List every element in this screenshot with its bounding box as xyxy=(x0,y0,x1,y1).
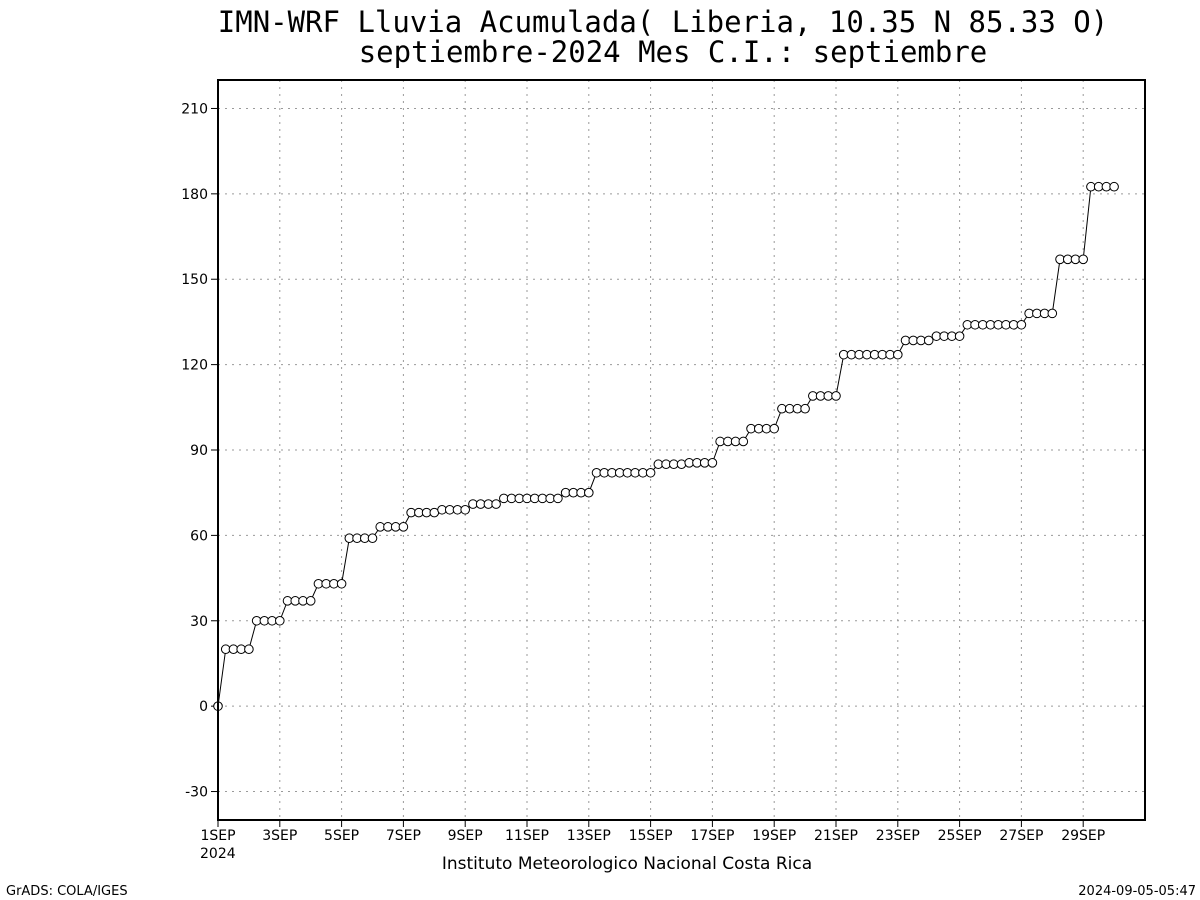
data-point xyxy=(275,615,285,626)
x-tick-label: 15SEP xyxy=(629,828,673,844)
series-line xyxy=(217,186,1115,707)
data-point xyxy=(893,349,903,360)
data-point xyxy=(244,644,254,655)
data-point xyxy=(831,391,841,401)
data-point xyxy=(769,423,780,434)
data-point xyxy=(738,436,749,447)
data-point xyxy=(645,467,656,478)
data-point xyxy=(336,578,347,589)
y-tick-label: 150 xyxy=(181,272,208,288)
footer-credit: GrADS: COLA/IGES xyxy=(6,884,128,899)
x-tick-label: 25SEP xyxy=(938,828,982,844)
data-point xyxy=(553,493,563,504)
data-point xyxy=(1016,319,1027,330)
data-point xyxy=(398,522,409,532)
x-tick-label: 21SEP xyxy=(814,828,858,844)
y-tick-label: 210 xyxy=(181,101,208,117)
y-tick-label: 0 xyxy=(199,699,208,715)
data-point xyxy=(367,533,378,544)
y-tick-label: 30 xyxy=(190,614,208,630)
footer-timestamp: 2024-09-05-05:47 xyxy=(1078,884,1196,899)
data-point xyxy=(305,596,316,606)
y-tick-label: 180 xyxy=(181,187,208,203)
x-tick-label: 17SEP xyxy=(690,828,734,844)
y-axis: -30 0 30 60 90 120 150 180 210 xyxy=(181,101,218,801)
y-tick-label: -30 xyxy=(185,785,208,801)
data-point xyxy=(676,459,687,470)
year-label: 2024 xyxy=(200,846,236,862)
data-point xyxy=(491,499,501,509)
data-point xyxy=(1078,254,1088,265)
x-tick-label: 11SEP xyxy=(505,828,549,844)
x-tick-label: 3SEP xyxy=(262,828,297,844)
data-point xyxy=(460,504,471,515)
x-tick-label: 9SEP xyxy=(448,828,483,844)
x-tick-label: 7SEP xyxy=(386,828,421,844)
x-tick-label: 13SEP xyxy=(567,828,611,844)
x-tick-label: 1SEP xyxy=(200,828,235,844)
data-point xyxy=(707,458,718,468)
data-point xyxy=(584,487,594,498)
x-tick-label: 27SEP xyxy=(999,828,1043,844)
x-tick-label: 23SEP xyxy=(876,828,920,844)
data-point xyxy=(954,331,965,341)
x-tick-label: 5SEP xyxy=(324,828,359,844)
grid-lines xyxy=(218,80,1145,820)
x-axis-title: Instituto Meteorologico Nacional Costa R… xyxy=(442,854,812,874)
x-tick-label: 19SEP xyxy=(752,828,796,844)
x-tick-label: 29SEP xyxy=(1061,828,1105,844)
data-point xyxy=(1109,181,1119,192)
y-tick-label: 90 xyxy=(190,443,208,459)
data-point xyxy=(1047,308,1058,319)
chart-title: IMN-WRF Lluvia Acumulada( Liberia, 10.35… xyxy=(218,5,1108,39)
plot-frame xyxy=(217,79,1146,821)
chart-subtitle: septiembre-2024 Mes C.I.: septiembre xyxy=(359,35,988,69)
series-accumulated-rain xyxy=(213,181,1119,711)
data-point xyxy=(800,403,810,414)
y-tick-label: 120 xyxy=(181,358,208,374)
x-axis: 1SEP 3SEP 5SEP 7SEP 9SEP 11SEP 13SEP 15SEP 17SEP… xyxy=(200,820,1105,844)
y-tick-label: 60 xyxy=(190,528,208,544)
data-point xyxy=(923,335,934,346)
